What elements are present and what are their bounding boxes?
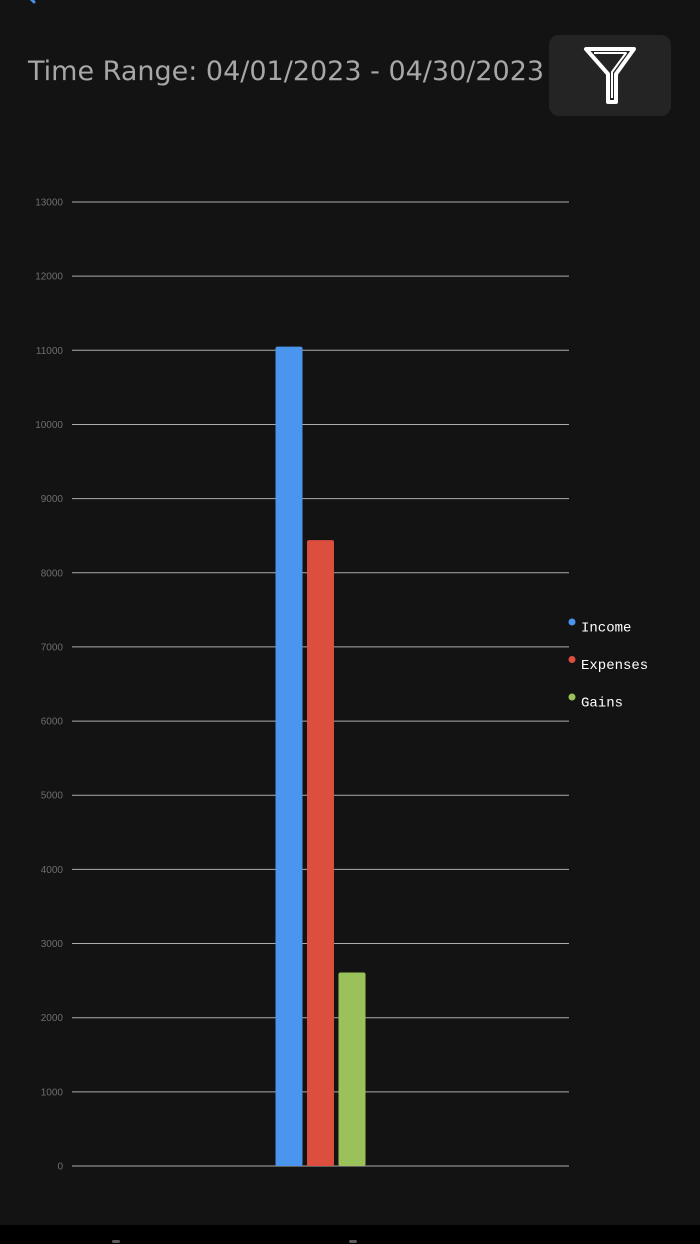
y-tick-label: 10000 <box>35 420 63 431</box>
y-tick-label: 1000 <box>41 1087 64 1098</box>
y-tick-label: 6000 <box>41 717 64 728</box>
y-tick-label: 3000 <box>41 939 64 950</box>
bottom-navigation-bar <box>0 1225 700 1244</box>
filter-funnel-icon <box>584 46 636 104</box>
y-tick-label: 12000 <box>35 272 63 283</box>
y-tick-label: 4000 <box>41 865 64 876</box>
bar-gains[interactable] <box>338 972 366 1166</box>
y-tick-label: 7000 <box>41 642 64 653</box>
y-tick-label: 5000 <box>41 791 64 802</box>
y-tick-label: 0 <box>57 1162 63 1173</box>
legend-marker-income <box>568 618 576 626</box>
y-tick-label: 11000 <box>36 346 64 357</box>
y-tick-label: 9000 <box>41 494 64 505</box>
time-range-title: Time Range: 04/01/2023 - 04/30/2023 <box>28 56 545 87</box>
legend-label-gains[interactable]: Gains <box>581 696 623 712</box>
legend-marker-expenses <box>568 656 576 663</box>
bar-expenses[interactable] <box>307 540 334 1166</box>
bottom-nav-center-icon[interactable] <box>349 1240 357 1243</box>
legend-marker-gains <box>568 693 576 701</box>
legend-label-income[interactable]: Income <box>581 621 631 637</box>
bottom-nav-home-icon[interactable] <box>112 1240 120 1243</box>
y-tick-label: 2000 <box>41 1013 64 1024</box>
y-tick-label: 13000 <box>35 198 63 209</box>
legend-label-expenses[interactable]: Expenses <box>581 658 648 674</box>
y-tick-label: 8000 <box>41 568 64 579</box>
filter-button[interactable] <box>549 35 671 116</box>
bar-income[interactable] <box>275 346 303 1167</box>
